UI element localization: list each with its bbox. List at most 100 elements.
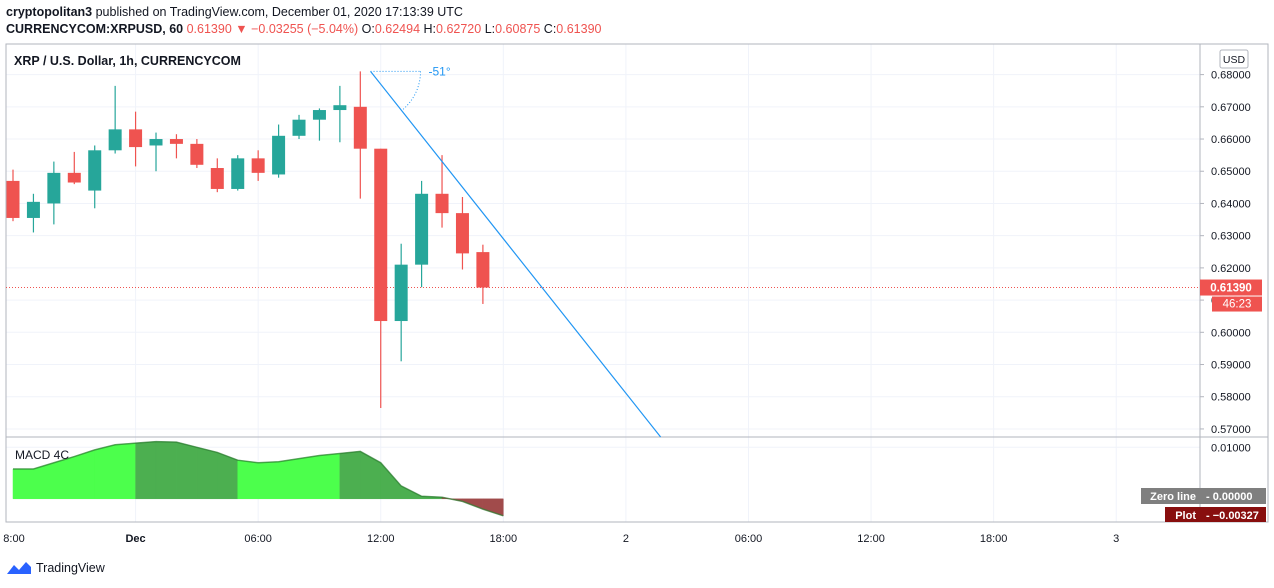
price-tick-label: 0.68000 (1211, 70, 1251, 82)
candle-body (169, 139, 183, 144)
high-value: 0.62720 (436, 22, 482, 36)
candle-body (415, 193, 429, 265)
countdown-badge-box (1212, 296, 1262, 312)
plot-value-badge (1200, 507, 1266, 522)
time-axis-ticks: 8:00 Dec 06:00 12:00 18:00 2 06:00 12:00 18:00 3 (3, 533, 1119, 545)
candle-body (26, 201, 40, 218)
candle-body (333, 105, 347, 111)
close-label: C: (543, 22, 557, 36)
candle-body (129, 129, 143, 148)
candle-body (149, 139, 163, 146)
zero-line-value: - 0.00000 (1206, 491, 1252, 503)
footer: TradingView (6, 560, 105, 576)
currency-label: USD (1223, 54, 1246, 66)
macd-histogram (12, 440, 504, 517)
time-tick-label: 06:00 (244, 533, 272, 545)
macd-bar (278, 458, 300, 500)
time-tick-label: 18:00 (490, 533, 518, 545)
plot-badge (1165, 507, 1200, 522)
macd-bar (155, 441, 177, 500)
trendline-angle-label: -51° (429, 64, 451, 78)
last-price-badge-label: 0.61390 (1210, 283, 1252, 295)
time-tick-label: 06:00 (735, 533, 763, 545)
price-tick-label: 0.58000 (1211, 392, 1251, 404)
high-label: H: (423, 22, 437, 36)
candle-body (88, 150, 102, 191)
countdown-badge-label: 46:23 (1223, 299, 1252, 311)
candle-body (67, 172, 81, 183)
candle-body (292, 119, 306, 136)
zero-line-value-badge (1200, 488, 1266, 504)
candle-body (272, 135, 286, 175)
trendline[interactable]: -51° (370, 64, 662, 438)
candles (6, 71, 490, 409)
macd-tick-label: 0.01000 (1211, 442, 1251, 454)
candle-body (108, 129, 122, 151)
macd-bar (237, 459, 259, 500)
macd-bar (380, 462, 402, 500)
price-tick-label: 0.64000 (1211, 198, 1251, 210)
macd-bar (94, 444, 116, 500)
candle-body (353, 106, 367, 149)
candle-body (231, 158, 245, 189)
price-tick-label: 0.63000 (1211, 231, 1251, 243)
candle-body (47, 172, 61, 204)
zero-line-badge (1141, 488, 1200, 504)
down-triangle-icon: ▼ (235, 22, 248, 36)
tradingview-brand[interactable]: TradingView (36, 561, 105, 575)
close-value: 0.61390 (556, 22, 602, 36)
macd-axis-ticks: 0.01000 (1211, 442, 1251, 454)
publisher-name[interactable]: cryptopolitan3 (6, 5, 93, 19)
plot-label: Plot (1175, 510, 1196, 522)
chart-header: cryptopolitan3 published on TradingView.… (6, 4, 601, 38)
candle-body (476, 252, 490, 288)
price-tick-label: 0.57000 (1211, 424, 1251, 436)
time-tick-label: Dec (125, 533, 145, 545)
chart-title: XRP / U.S. Dollar, 1h, CURRENCYCOM (14, 54, 241, 68)
candle-body (455, 213, 469, 254)
macd-bar (319, 453, 341, 500)
candle-body (312, 110, 326, 120)
tradingview-logo-icon (7, 562, 31, 574)
price-axis-ticks: 0.68000 0.67000 0.66000 0.65000 0.64000 0.630… (1200, 70, 1251, 436)
last-price-badge: 0.61390 46:23 (1200, 279, 1262, 312)
candle-body (435, 193, 449, 214)
symbol-label: CURRENCYCOM:XRPUSD, 60 (6, 22, 184, 36)
price-tick-label: 0.66000 (1211, 134, 1251, 146)
macd-bar (12, 468, 34, 500)
macd-bar (360, 450, 381, 500)
time-tick-label: 2 (623, 533, 629, 545)
price-tick-label: 0.59000 (1211, 360, 1251, 372)
time-tick-label: 8:00 (3, 533, 24, 545)
publish-line: cryptopolitan3 published on TradingView.… (6, 4, 601, 21)
macd-bar (339, 451, 361, 500)
macd-bar (196, 446, 218, 500)
currency-badge[interactable] (1219, 49, 1249, 69)
price-tick-label: 0.67000 (1211, 102, 1251, 114)
price-tick-label: 0.62000 (1211, 263, 1251, 275)
macd-bar (114, 442, 136, 500)
candle-body (251, 158, 265, 173)
time-tick-label: 3 (1113, 533, 1119, 545)
macd-bar (53, 456, 75, 500)
open-value: 0.62494 (374, 22, 421, 36)
trendline-segment (370, 71, 662, 438)
candle-body (394, 264, 408, 322)
last-price-badge-box (1200, 279, 1262, 296)
price-change: −0.03255 (−5.04%) (251, 22, 359, 36)
macd-bar (176, 441, 198, 500)
last-price-value: 0.61390 (186, 22, 232, 36)
ohlc-line: CURRENCYCOM:XRPUSD, 60 0.61390 ▼ −0.0325… (6, 21, 601, 38)
macd-bar (257, 461, 279, 500)
candle-body (374, 148, 388, 322)
plot-value: - −0.00327 (1206, 510, 1259, 522)
macd-bar (135, 441, 157, 500)
low-label: L: (484, 22, 496, 36)
trendline-angle-arc (401, 71, 422, 111)
time-tick-label: 12:00 (857, 533, 885, 545)
published-text: published on TradingView.com, December 0… (95, 5, 463, 19)
macd-bar (482, 498, 504, 517)
candle-body (190, 143, 204, 165)
macd-bar (74, 449, 95, 500)
price-chart[interactable]: XRP / U.S. Dollar, 1h, CURRENCYCOM USD 0… (0, 0, 1274, 556)
